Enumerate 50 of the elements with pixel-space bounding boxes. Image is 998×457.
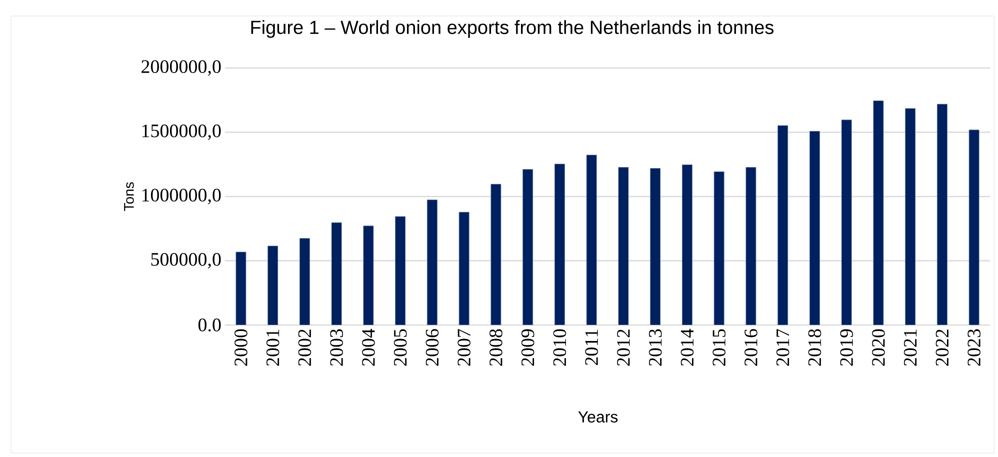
bar (873, 100, 884, 325)
x-tick-label: 2014 (680, 328, 694, 366)
x-tick-label: 2012 (617, 330, 630, 366)
y-axis-title: Tons (124, 182, 134, 211)
bar (746, 167, 756, 325)
bar (299, 238, 310, 325)
bar (778, 125, 788, 325)
x-tick-label: 2006 (426, 329, 439, 366)
bar (841, 120, 852, 325)
bar (682, 164, 692, 325)
x-tick-label: 2020 (872, 329, 885, 366)
x-tick-label: 2005 (394, 329, 407, 366)
x-tick-label: 2002 (298, 330, 312, 366)
bar (714, 171, 724, 325)
x-tick-label: 2021 (904, 330, 917, 366)
x-tick-label: 2023 (968, 329, 980, 366)
y-tick-label: 0.0 (198, 318, 221, 332)
bar (905, 108, 916, 325)
x-tick-label: 2011 (585, 330, 598, 365)
x-axis-title: Years (578, 411, 618, 423)
x-tick-label: 2001 (266, 330, 280, 366)
x-tick-label: 2007 (458, 329, 470, 366)
bar (968, 130, 980, 325)
x-tick-label: 2022 (936, 330, 949, 366)
x-tick-label: 2009 (521, 329, 534, 366)
bar (268, 246, 278, 325)
bar (650, 168, 661, 325)
bar (522, 169, 534, 325)
bar (618, 167, 629, 325)
x-tick-label: 2004 (362, 328, 375, 366)
bar (936, 104, 948, 325)
x-tick-label: 2017 (776, 329, 790, 366)
x-tick-label: 2008 (490, 329, 502, 366)
x-tick-label: 2018 (808, 329, 822, 366)
y-tick-label: 500000,0 (151, 252, 221, 269)
y-tick-label: 1000000,0 (142, 188, 221, 204)
chart-title: Figure 1 – World onion exports from the Netherlands in tonnes (251, 20, 774, 38)
y-tick-label: 1500000,0 (142, 124, 221, 140)
x-tick-label: 2010 (553, 329, 566, 366)
bar (554, 164, 565, 325)
x-tick-label: 2019 (840, 329, 853, 366)
x-tick-label: 2013 (648, 329, 662, 366)
bar (809, 131, 820, 325)
bar (426, 200, 438, 325)
x-tick-label: 2015 (712, 329, 726, 366)
x-tick-label: 2000 (234, 329, 248, 366)
bar (395, 216, 406, 325)
y-tick-label: 2000000,0 (142, 60, 221, 76)
x-tick-label: 2016 (744, 329, 758, 366)
x-tick-label: 2003 (330, 329, 343, 366)
